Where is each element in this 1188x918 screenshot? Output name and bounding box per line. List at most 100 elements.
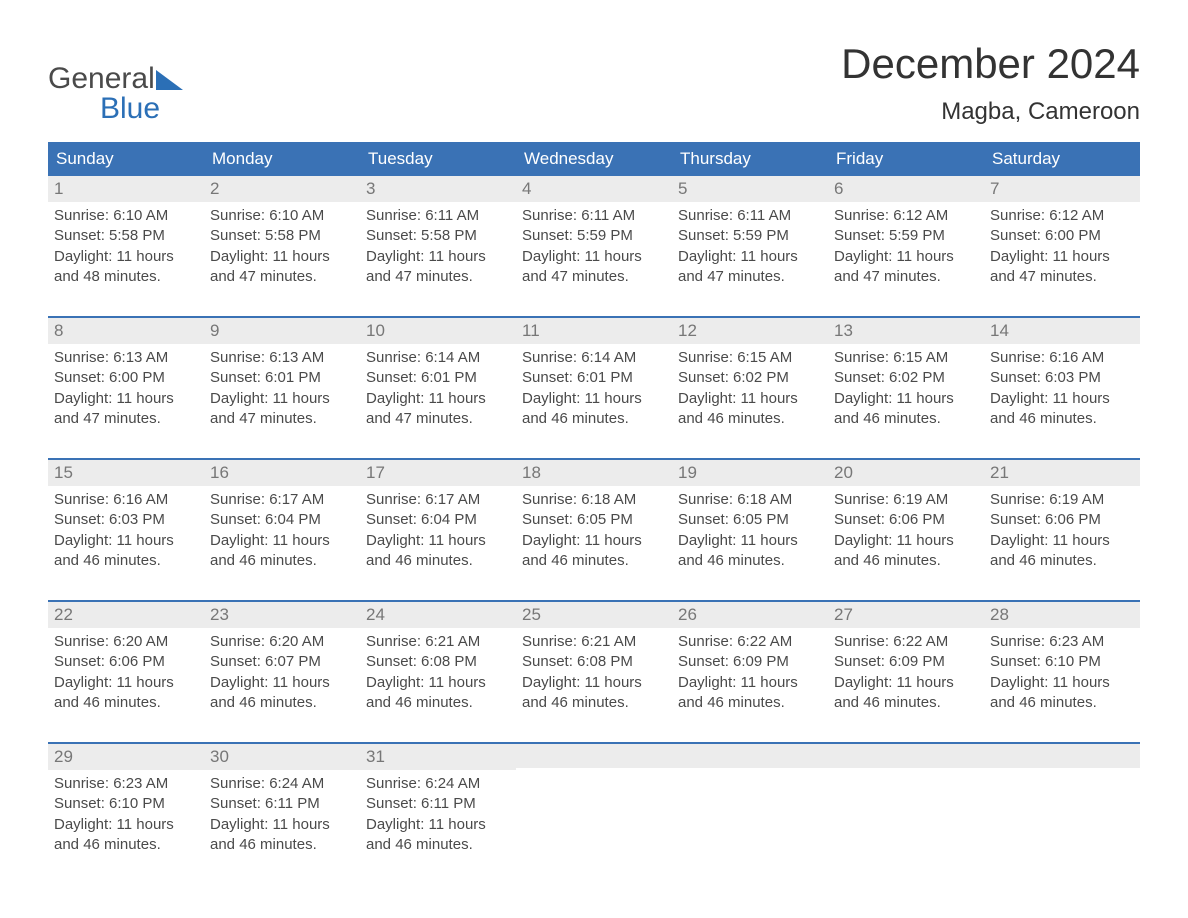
daylight-line2: and 46 minutes. (54, 693, 198, 713)
day-cell: 1Sunrise: 6:10 AMSunset: 5:58 PMDaylight… (48, 176, 204, 300)
sunset-text: Sunset: 6:03 PM (54, 510, 198, 530)
sunrise-text: Sunrise: 6:20 AM (54, 632, 198, 652)
day-number (516, 744, 672, 768)
daylight-line1: Daylight: 11 hours (990, 389, 1134, 409)
day-body: Sunrise: 6:11 AMSunset: 5:58 PMDaylight:… (360, 202, 516, 293)
sunset-text: Sunset: 5:59 PM (522, 226, 666, 246)
day-body: Sunrise: 6:15 AMSunset: 6:02 PMDaylight:… (828, 344, 984, 435)
day-body (672, 768, 828, 778)
day-number: 29 (48, 744, 204, 770)
daylight-line1: Daylight: 11 hours (366, 247, 510, 267)
day-body: Sunrise: 6:12 AMSunset: 6:00 PMDaylight:… (984, 202, 1140, 293)
empty-day-cell (516, 744, 672, 868)
week-row: 22Sunrise: 6:20 AMSunset: 6:06 PMDayligh… (48, 600, 1140, 726)
brand-word2: Blue (100, 92, 160, 125)
sunrise-text: Sunrise: 6:13 AM (210, 348, 354, 368)
weekday-saturday: Saturday (984, 142, 1140, 176)
daylight-line2: and 47 minutes. (678, 267, 822, 287)
day-cell: 2Sunrise: 6:10 AMSunset: 5:58 PMDaylight… (204, 176, 360, 300)
day-cell: 20Sunrise: 6:19 AMSunset: 6:06 PMDayligh… (828, 460, 984, 584)
daylight-line2: and 46 minutes. (834, 409, 978, 429)
day-cell: 14Sunrise: 6:16 AMSunset: 6:03 PMDayligh… (984, 318, 1140, 442)
weekday-sunday: Sunday (48, 142, 204, 176)
sunset-text: Sunset: 6:10 PM (990, 652, 1134, 672)
sunrise-text: Sunrise: 6:14 AM (522, 348, 666, 368)
daylight-line1: Daylight: 11 hours (990, 531, 1134, 551)
day-number: 20 (828, 460, 984, 486)
location-title: Magba, Cameroon (841, 98, 1140, 126)
day-body (516, 768, 672, 778)
sunrise-text: Sunrise: 6:22 AM (834, 632, 978, 652)
sunset-text: Sunset: 6:04 PM (210, 510, 354, 530)
day-cell: 3Sunrise: 6:11 AMSunset: 5:58 PMDaylight… (360, 176, 516, 300)
brand-logo-svg: General Blue (48, 58, 198, 128)
day-cell: 22Sunrise: 6:20 AMSunset: 6:06 PMDayligh… (48, 602, 204, 726)
sunset-text: Sunset: 5:58 PM (54, 226, 198, 246)
day-number: 30 (204, 744, 360, 770)
week-spacer (48, 300, 1140, 316)
day-number: 1 (48, 176, 204, 202)
sunrise-text: Sunrise: 6:18 AM (522, 490, 666, 510)
sunset-text: Sunset: 6:06 PM (990, 510, 1134, 530)
daylight-line2: and 46 minutes. (366, 551, 510, 571)
day-body: Sunrise: 6:17 AMSunset: 6:04 PMDaylight:… (204, 486, 360, 577)
sunset-text: Sunset: 6:09 PM (678, 652, 822, 672)
day-body: Sunrise: 6:14 AMSunset: 6:01 PMDaylight:… (360, 344, 516, 435)
weekday-wednesday: Wednesday (516, 142, 672, 176)
day-body: Sunrise: 6:21 AMSunset: 6:08 PMDaylight:… (516, 628, 672, 719)
daylight-line2: and 46 minutes. (366, 835, 510, 855)
sunrise-text: Sunrise: 6:17 AM (366, 490, 510, 510)
sunrise-text: Sunrise: 6:13 AM (54, 348, 198, 368)
sunrise-text: Sunrise: 6:24 AM (366, 774, 510, 794)
day-cell: 4Sunrise: 6:11 AMSunset: 5:59 PMDaylight… (516, 176, 672, 300)
day-number: 23 (204, 602, 360, 628)
daylight-line2: and 46 minutes. (834, 551, 978, 571)
sunrise-text: Sunrise: 6:19 AM (990, 490, 1134, 510)
sunrise-text: Sunrise: 6:15 AM (678, 348, 822, 368)
sunset-text: Sunset: 6:00 PM (990, 226, 1134, 246)
empty-day-cell (828, 744, 984, 868)
day-body: Sunrise: 6:20 AMSunset: 6:07 PMDaylight:… (204, 628, 360, 719)
day-number (984, 744, 1140, 768)
daylight-line1: Daylight: 11 hours (54, 247, 198, 267)
day-number: 31 (360, 744, 516, 770)
sunset-text: Sunset: 6:09 PM (834, 652, 978, 672)
daylight-line2: and 46 minutes. (54, 835, 198, 855)
day-number: 27 (828, 602, 984, 628)
sunset-text: Sunset: 6:05 PM (522, 510, 666, 530)
day-body: Sunrise: 6:16 AMSunset: 6:03 PMDaylight:… (984, 344, 1140, 435)
day-number: 12 (672, 318, 828, 344)
sunset-text: Sunset: 6:02 PM (834, 368, 978, 388)
day-body: Sunrise: 6:18 AMSunset: 6:05 PMDaylight:… (516, 486, 672, 577)
sunrise-text: Sunrise: 6:18 AM (678, 490, 822, 510)
sunrise-text: Sunrise: 6:22 AM (678, 632, 822, 652)
week-spacer (48, 726, 1140, 742)
sunset-text: Sunset: 6:05 PM (678, 510, 822, 530)
daylight-line2: and 46 minutes. (54, 551, 198, 571)
week-spacer (48, 442, 1140, 458)
day-number: 19 (672, 460, 828, 486)
sunrise-text: Sunrise: 6:10 AM (210, 206, 354, 226)
day-number: 25 (516, 602, 672, 628)
sunrise-text: Sunrise: 6:23 AM (990, 632, 1134, 652)
day-cell: 13Sunrise: 6:15 AMSunset: 6:02 PMDayligh… (828, 318, 984, 442)
day-number: 8 (48, 318, 204, 344)
day-number: 22 (48, 602, 204, 628)
sunrise-text: Sunrise: 6:23 AM (54, 774, 198, 794)
sunrise-text: Sunrise: 6:11 AM (678, 206, 822, 226)
daylight-line2: and 47 minutes. (522, 267, 666, 287)
day-cell: 21Sunrise: 6:19 AMSunset: 6:06 PMDayligh… (984, 460, 1140, 584)
daylight-line2: and 46 minutes. (990, 409, 1134, 429)
daylight-line1: Daylight: 11 hours (990, 247, 1134, 267)
sunset-text: Sunset: 6:11 PM (366, 794, 510, 814)
sunset-text: Sunset: 6:11 PM (210, 794, 354, 814)
daylight-line2: and 46 minutes. (522, 551, 666, 571)
daylight-line2: and 47 minutes. (834, 267, 978, 287)
brand-triangle-icon (156, 70, 183, 90)
day-number: 24 (360, 602, 516, 628)
week-row: 15Sunrise: 6:16 AMSunset: 6:03 PMDayligh… (48, 458, 1140, 584)
day-body: Sunrise: 6:22 AMSunset: 6:09 PMDaylight:… (672, 628, 828, 719)
sunrise-text: Sunrise: 6:12 AM (834, 206, 978, 226)
daylight-line2: and 46 minutes. (366, 693, 510, 713)
brand-word1: General (48, 62, 155, 95)
